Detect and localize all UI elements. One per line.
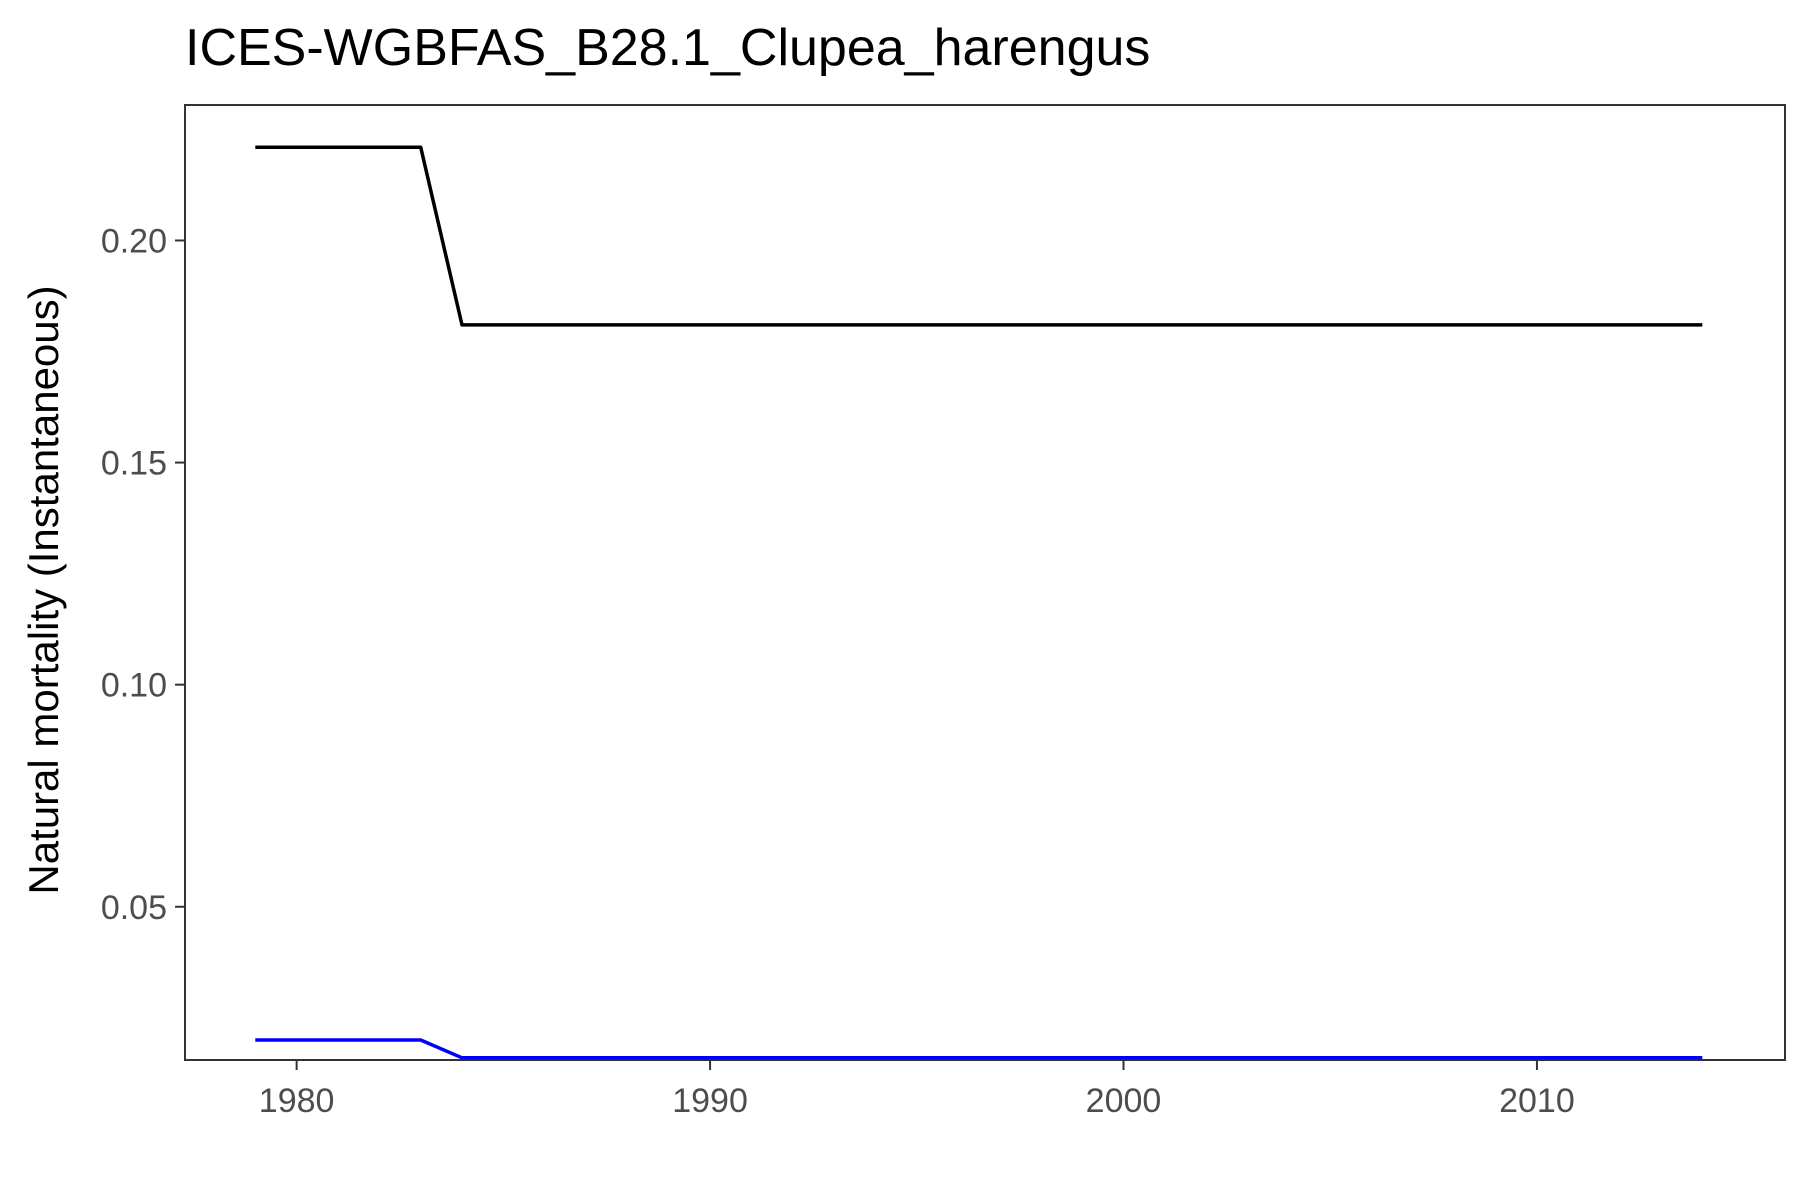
x-tick-label: 2010 [1499,1082,1575,1120]
series-line-2 [255,1038,1703,1060]
plot-panel [184,104,1786,1061]
y-tick-label: 0.15 [101,445,167,483]
series-layer [255,145,1703,1060]
x-axis: 1980 1990 2000 2010 [259,1060,1575,1120]
x-tick-label: 1980 [259,1082,335,1120]
x-tick-label: 1990 [672,1082,748,1120]
y-axis: 0.05 0.10 0.15 0.20 [101,222,185,927]
chart-title: ICES-WGBFAS_B28.1_Clupea_harengus [185,19,1150,77]
x-tick-label: 2000 [1086,1082,1162,1120]
y-tick-label: 0.10 [101,667,167,705]
y-axis-label: Natural mortality (Instantaneous) [20,285,67,894]
y-tick-label: 0.20 [101,222,167,260]
series-line-1 [255,145,1703,327]
y-tick-label: 0.05 [101,889,167,927]
